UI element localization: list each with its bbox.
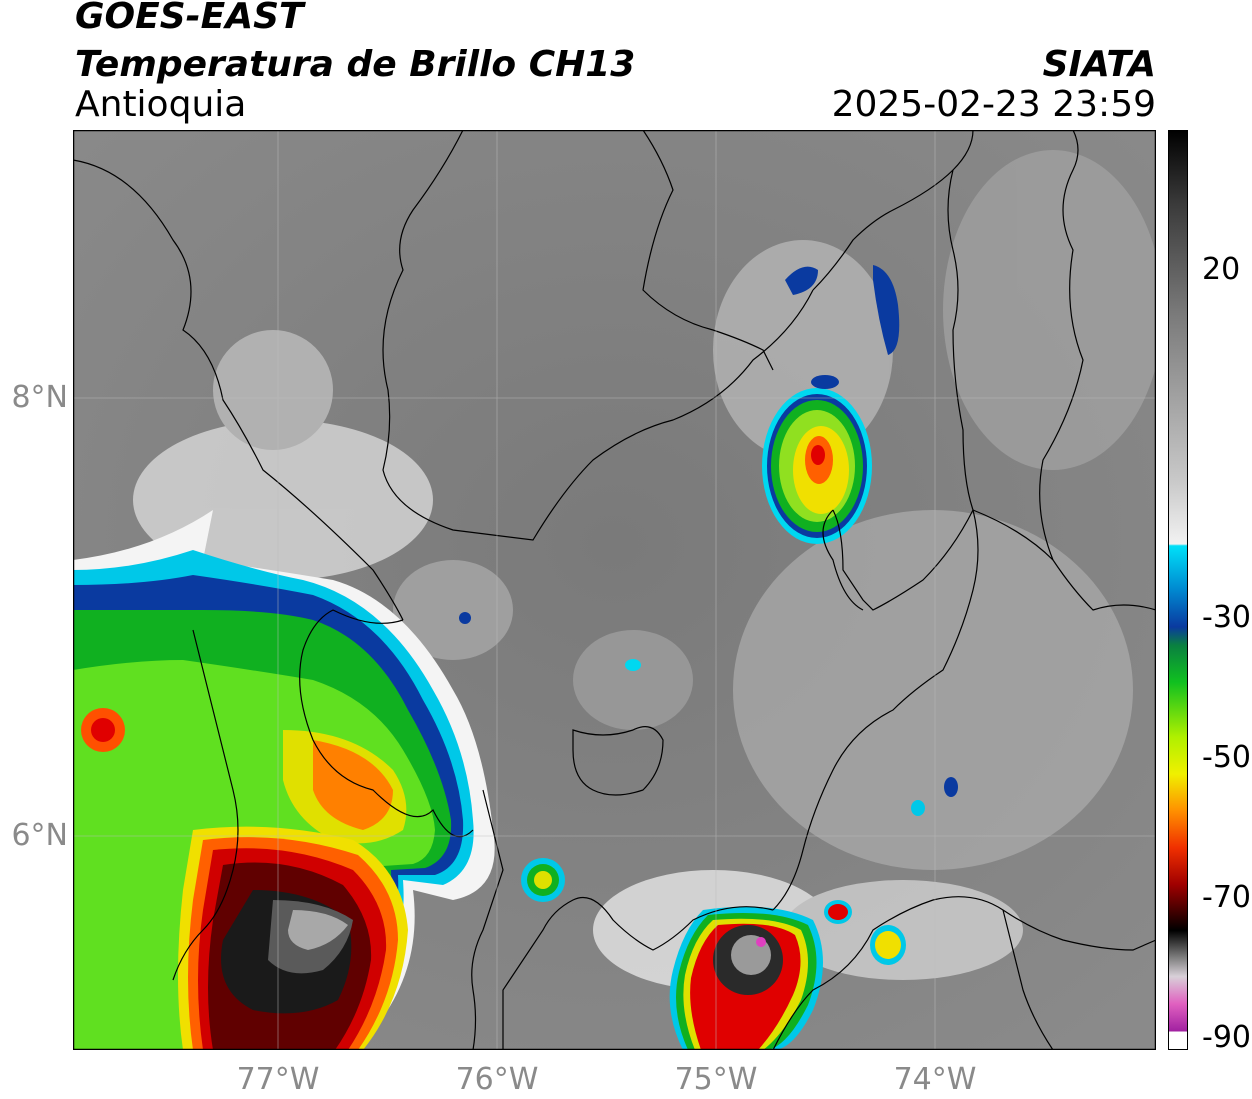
colorbar-tick-minus90: -90 [1202, 1020, 1251, 1055]
lon-label-75w: 75°W [674, 1062, 758, 1097]
map-frame [73, 130, 1156, 1050]
lon-label-76w: 76°W [455, 1062, 539, 1097]
political-borders [73, 130, 1156, 1050]
cloud-haze [133, 150, 1156, 990]
colorbar [1168, 130, 1188, 1050]
lon-label-77w: 77°W [236, 1062, 320, 1097]
organization-label: SIATA [1042, 44, 1156, 85]
product-title: Temperatura de Brillo CH13 [75, 44, 636, 85]
satellite-title: GOES-EAST [75, 0, 304, 37]
colorbar-tick-minus50: -50 [1202, 740, 1251, 775]
graticule [73, 130, 1156, 1050]
storm-northeast [459, 265, 958, 816]
region-title: Antioquia [75, 84, 247, 125]
colorbar-tick-20: 20 [1202, 252, 1241, 287]
lat-label-8n: 8°N [11, 380, 68, 415]
lon-label-74w: 74°W [893, 1062, 977, 1097]
timestamp-label: 2025-02-23 23:59 [831, 84, 1156, 125]
satellite-map [73, 130, 1156, 1050]
storm-south [521, 858, 906, 1050]
lat-label-6n: 6°N [11, 818, 68, 853]
colorbar-tick-minus70: -70 [1202, 880, 1251, 915]
storm-west [73, 510, 495, 1050]
colorbar-tick-minus30: -30 [1202, 600, 1251, 635]
